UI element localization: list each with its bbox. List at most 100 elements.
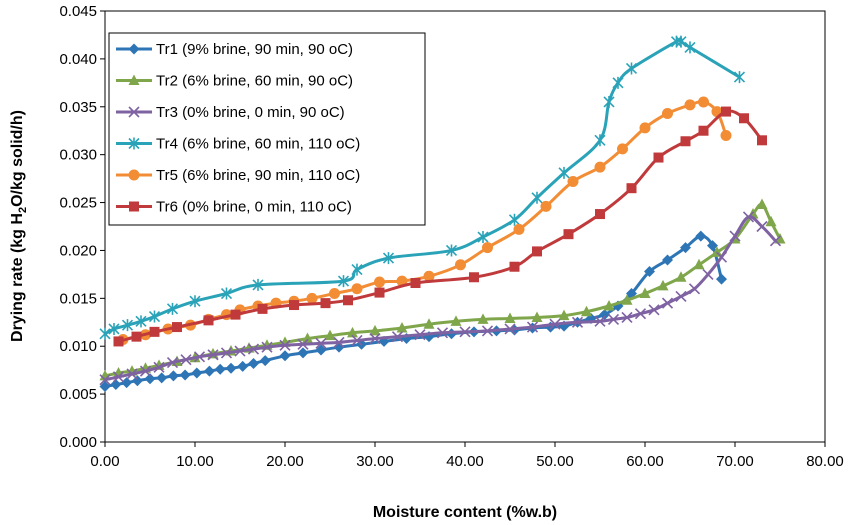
legend-item-tr4: Tr4 (6% brine, 60 min, 110 oC)	[116, 136, 360, 153]
data-point-square	[129, 201, 139, 212]
data-point-circle	[128, 169, 140, 181]
data-point-diamond	[248, 357, 259, 369]
x-tick-label: 50.00	[536, 453, 574, 470]
data-point-circle	[306, 292, 318, 304]
data-point-triangle	[477, 313, 489, 324]
legend-item-tr2: Tr2 (6% brine, 60 min, 90 oC)	[116, 73, 353, 90]
y-axis-title: Drying rate (kg H2O/kg solid/h)	[9, 110, 29, 342]
legend-item-tr1: Tr1 (9% brine, 90 min, 90 oC)	[116, 41, 353, 58]
data-point-x	[180, 354, 192, 366]
data-point-x	[297, 338, 309, 350]
data-point-star	[625, 62, 638, 75]
y-tick-label: 0.045	[59, 3, 97, 20]
data-point-x	[729, 230, 741, 242]
data-point-square	[509, 261, 520, 272]
data-point-x	[112, 371, 125, 383]
data-point-x	[153, 361, 165, 373]
y-tick-label: 0.040	[59, 51, 97, 68]
data-point-diamond	[644, 266, 655, 278]
data-point-square	[532, 246, 542, 257]
data-point-x	[571, 316, 584, 328]
data-point-square	[230, 309, 241, 320]
data-point-x	[126, 368, 138, 380]
x-tick-label: 30.00	[356, 453, 394, 470]
data-point-x	[166, 356, 179, 369]
y-axis-title-part1: Drying rate (kg H	[9, 213, 26, 342]
data-point-star	[148, 310, 161, 323]
legend-label: Tr4 (6% brine, 60 min, 110 oC)	[156, 136, 360, 153]
data-point-square	[343, 295, 353, 306]
data-point-star	[558, 166, 570, 179]
data-point-triangle	[774, 232, 786, 244]
data-point-square	[257, 303, 268, 314]
data-point-star	[531, 191, 543, 204]
data-point-x	[234, 345, 246, 357]
series-tr3	[99, 211, 782, 386]
data-point-x	[742, 211, 755, 223]
legend-label: Tr5 (6% brine, 90 min, 110 oC)	[156, 167, 360, 184]
data-point-square	[374, 287, 385, 298]
y-axis-title-subscript: 2	[17, 207, 29, 213]
y-axis-title-part2: O/kg solid/h)	[9, 110, 26, 207]
data-point-triangle	[302, 332, 313, 344]
legend: Tr1 (9% brine, 90 min, 90 oC) Tr2 (6% bri…	[108, 32, 426, 226]
data-point-diamond	[144, 373, 156, 385]
data-point-square	[721, 106, 731, 117]
data-point-diamond	[110, 379, 122, 391]
x-tick-label: 20.00	[266, 453, 304, 470]
data-point-star	[477, 231, 489, 244]
legend-box	[108, 32, 426, 226]
x-tick-label: 10.00	[176, 453, 214, 470]
legend-item-tr6: Tr6 (0% brine, 0 min, 110 oC)	[116, 199, 352, 216]
data-point-star	[128, 137, 140, 150]
data-point-diamond	[297, 347, 309, 359]
data-point-x	[139, 365, 152, 377]
data-point-star	[121, 319, 134, 332]
data-point-x	[634, 308, 647, 320]
data-point-circle	[567, 175, 579, 187]
data-point-x	[459, 326, 471, 338]
data-point-square	[131, 331, 142, 342]
data-point-circle	[423, 270, 435, 282]
data-point-x	[315, 337, 327, 349]
data-point-x	[351, 334, 363, 347]
data-point-triangle	[657, 279, 669, 291]
data-point-triangle	[504, 312, 516, 323]
data-point-circle	[482, 242, 493, 254]
data-point-square	[289, 300, 299, 311]
data-point-x	[481, 325, 494, 337]
data-point-square	[698, 125, 709, 136]
x-tick-label: 70.00	[716, 453, 754, 470]
x-tick-label: 40.00	[446, 453, 484, 470]
legend-label: Tr6 (0% brine, 0 min, 110 oC)	[156, 199, 352, 216]
data-point-triangle	[693, 258, 705, 270]
data-point-diamond	[128, 43, 140, 55]
data-point-diamond	[680, 242, 691, 254]
legend-label: Tr1 (9% brine, 90 min, 90 oC)	[156, 41, 353, 58]
data-point-x	[621, 311, 633, 324]
data-point-x	[220, 347, 233, 359]
data-point-x	[261, 341, 273, 353]
data-point-star	[99, 327, 111, 340]
data-point-circle	[594, 161, 606, 173]
data-point-diamond	[203, 365, 215, 377]
data-point-diamond	[156, 372, 168, 384]
data-point-circle	[662, 107, 673, 119]
data-point-triangle	[558, 309, 570, 321]
y-axis: 0.000 0.005 0.010 0.015 0.020 0.025 0.030 0.035…	[59, 3, 105, 451]
series-tr4	[99, 35, 746, 340]
data-point-x	[594, 315, 606, 327]
series-tr6	[113, 106, 767, 347]
data-point-square	[113, 336, 124, 347]
data-point-circle	[329, 288, 340, 300]
data-point-diamond	[259, 355, 271, 367]
data-point-square	[203, 315, 214, 326]
data-point-triangle	[765, 215, 777, 227]
data-point-star	[612, 76, 624, 89]
data-point-x	[279, 339, 291, 351]
data-point-triangle	[450, 315, 462, 326]
data-point-diamond	[131, 375, 143, 387]
y-tick-label: 0.000	[59, 434, 97, 451]
y-tick-label: 0.035	[59, 99, 97, 116]
